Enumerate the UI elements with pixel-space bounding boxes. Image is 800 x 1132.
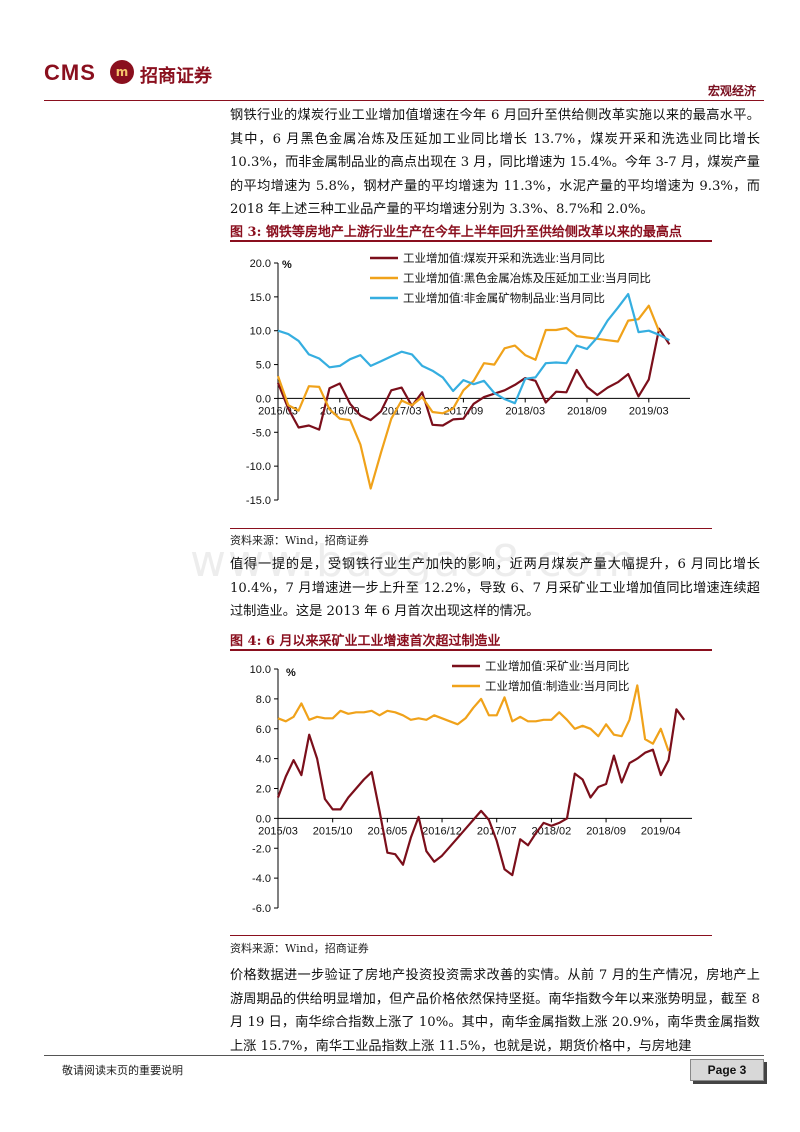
x-tick-label: 2017/07 bbox=[477, 825, 517, 837]
figure-4-title: 图 4: 6 月以来采矿业工业增速首次超过制造业 bbox=[230, 634, 501, 649]
figure-3-title: 图 3: 钢铁等房地产上游行业生产在今年上半年回升至供给侧改革以来的最高点 bbox=[230, 225, 682, 240]
series-line-1 bbox=[276, 708, 686, 877]
y-tick-label: 4.0 bbox=[256, 754, 271, 766]
y-tick-label: 10.0 bbox=[250, 664, 271, 676]
x-tick-label: 2019/04 bbox=[641, 825, 681, 837]
y-tick-label: 5.0 bbox=[256, 360, 271, 372]
figure-4-source: 资料来源：Wind，招商证券 bbox=[230, 942, 369, 955]
y-tick-label: -10.0 bbox=[246, 461, 271, 473]
x-tick-label: 2018/09 bbox=[586, 825, 626, 837]
x-tick-label: 2016/12 bbox=[422, 825, 462, 837]
page-number: Page 3 bbox=[690, 1059, 764, 1081]
y-unit-label: % bbox=[286, 667, 296, 679]
figure-3-source: 资料来源：Wind，招商证券 bbox=[230, 534, 369, 547]
y-tick-label: -4.0 bbox=[252, 873, 271, 885]
series-line-3 bbox=[277, 292, 670, 405]
y-tick-label: 10.0 bbox=[250, 326, 271, 338]
legend-label-1: 工业增加值:煤炭开采和洗选业:当月同比 bbox=[403, 251, 605, 265]
x-tick-label: 2015/03 bbox=[258, 825, 298, 837]
y-tick-label: 0.0 bbox=[256, 813, 271, 825]
paragraph-1: 钢铁行业的煤炭行业工业增加值增速在今年 6 月回升至供给侧改革实施以来的最高水平… bbox=[230, 104, 760, 222]
paragraph-2: 值得一提的是，受钢铁行业生产加快的影响，近两月煤炭产量大幅提升，6 月同比增长 … bbox=[230, 553, 760, 624]
y-tick-label: 6.0 bbox=[256, 724, 271, 736]
paragraph-3: 价格数据进一步验证了房地产投资投资需求改善的实情。从前 7 月的生产情况，房地产… bbox=[230, 964, 760, 1058]
figure-3-rule bbox=[230, 240, 712, 242]
y-tick-label: -15.0 bbox=[246, 495, 271, 507]
y-tick-label: -6.0 bbox=[252, 903, 271, 915]
y-tick-label: 20.0 bbox=[250, 258, 271, 270]
legend-label-3: 工业增加值:非金属矿物制品业:当月同比 bbox=[403, 291, 605, 305]
figure-4-source-rule bbox=[230, 935, 712, 936]
chart-figure-4: -6.0 -4.0 -2.0 0.0 2.0 4.0 6.0 8.0 10.0 2015/03 20… bbox=[250, 659, 692, 915]
series-line-2 bbox=[276, 304, 661, 490]
y-tick-label: 0.0 bbox=[256, 393, 271, 405]
footer-note: 敬请阅读末页的重要说明 bbox=[62, 1064, 183, 1077]
legend-label-2: 工业增加值:黑色金属冶炼及压延加工业:当月同比 bbox=[403, 271, 651, 285]
x-tick-label: 2018/02 bbox=[532, 825, 572, 837]
y-tick-label: -2.0 bbox=[252, 843, 271, 855]
logo-badge-icon: m bbox=[110, 60, 134, 84]
section-label: 宏观经济 bbox=[707, 84, 756, 98]
legend-label-2: 工业增加值:制造业:当月同比 bbox=[485, 679, 629, 693]
x-tick-label: 2018/09 bbox=[567, 405, 607, 417]
x-tick-label: 2019/03 bbox=[629, 405, 669, 417]
x-tick-label: 2015/10 bbox=[313, 825, 353, 837]
legend-label-1: 工业增加值:采矿业:当月同比 bbox=[485, 659, 629, 673]
logo-cms: CMS bbox=[44, 60, 96, 85]
y-tick-label: 2.0 bbox=[256, 784, 271, 796]
paragraph-1-text: 钢铁行业的煤炭行业工业增加值增速在今年 6 月回升至供给侧改革实施以来的最高水平… bbox=[230, 108, 760, 217]
figure-3-source-rule bbox=[230, 528, 712, 529]
figure-4-rule bbox=[230, 649, 712, 651]
x-tick-label: 2017/03 bbox=[382, 405, 422, 417]
header-divider bbox=[44, 100, 764, 101]
footer-divider bbox=[44, 1055, 764, 1056]
y-tick-label: 15.0 bbox=[250, 292, 271, 304]
y-tick-label: -5.0 bbox=[252, 427, 271, 439]
x-tick-label: 2018/03 bbox=[505, 405, 545, 417]
watermark: www.baogao8.com bbox=[190, 536, 638, 587]
paragraph-3-text: 价格数据进一步验证了房地产投资投资需求改善的实情。从前 7 月的生产情况，房地产… bbox=[230, 968, 760, 1054]
series-line-2 bbox=[277, 684, 670, 752]
logo-chinese: 招商证券 bbox=[140, 66, 212, 87]
y-tick-label: 8.0 bbox=[256, 694, 271, 706]
x-tick-label: 2016/05 bbox=[367, 825, 407, 837]
paragraph-2-text: 值得一提的是，受钢铁行业生产加快的影响，近两月煤炭产量大幅提升，6 月同比增长 … bbox=[230, 557, 760, 619]
y-unit-label: % bbox=[282, 259, 292, 271]
series-line-1 bbox=[276, 327, 671, 431]
